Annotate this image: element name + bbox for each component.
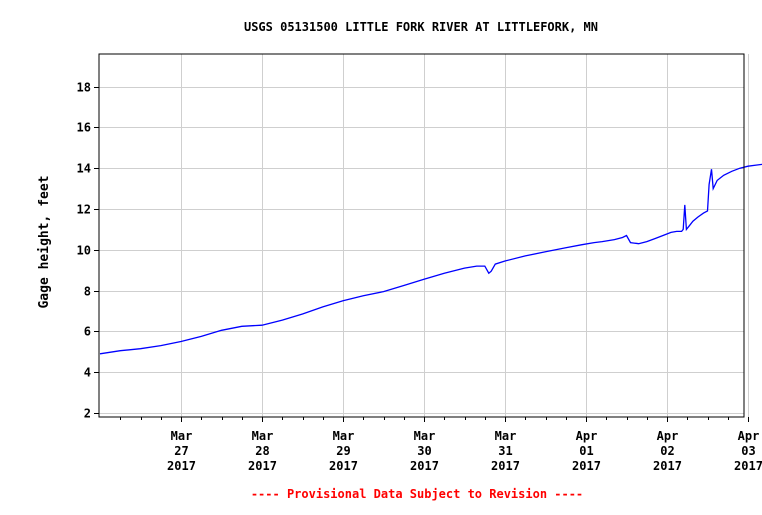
y-tick-label: 8: [84, 285, 91, 299]
y-axis-label: Gage height, feet: [37, 175, 52, 308]
x-tick-label: Mar 31 2017: [491, 429, 520, 473]
x-tick-label: Apr 03 2017: [734, 429, 762, 473]
provisional-data-footnote: ---- Provisional Data Subject to Revisio…: [251, 487, 583, 501]
y-tick-label: 16: [77, 121, 91, 135]
x-tick-labels: Mar 27 2017 Mar 28 2017 Mar 29 2017 Mar 30 2017 Mar 3…: [167, 429, 762, 473]
y-tick-label: 14: [77, 162, 91, 176]
grid-lines: [94, 54, 749, 422]
series-layer: [99, 163, 762, 355]
x-tick-label: Mar 27 2017: [167, 429, 196, 473]
x-tick-label: Mar 30 2017: [410, 429, 439, 473]
y-tick-label: 2: [84, 407, 91, 421]
y-tick-label: 12: [77, 203, 91, 217]
y-tick-label: 6: [84, 325, 91, 339]
y-tick-label: 4: [84, 366, 91, 380]
plot-frame: [98, 53, 745, 418]
x-tick-label: Apr 01 2017: [572, 429, 601, 473]
x-tick-label: Mar 28 2017: [248, 429, 277, 473]
y-tick-labels: 2 4 6 8 10 12 14 16 18: [77, 81, 91, 421]
chart-title: USGS 05131500 LITTLE FORK RIVER AT LITTL…: [244, 20, 598, 34]
x-tick-label: Apr 02 2017: [653, 429, 682, 473]
gage-height-line: [99, 163, 762, 355]
y-tick-label: 10: [77, 244, 91, 258]
y-tick-label: 18: [77, 81, 91, 95]
x-tick-label: Mar 29 2017: [329, 429, 358, 473]
